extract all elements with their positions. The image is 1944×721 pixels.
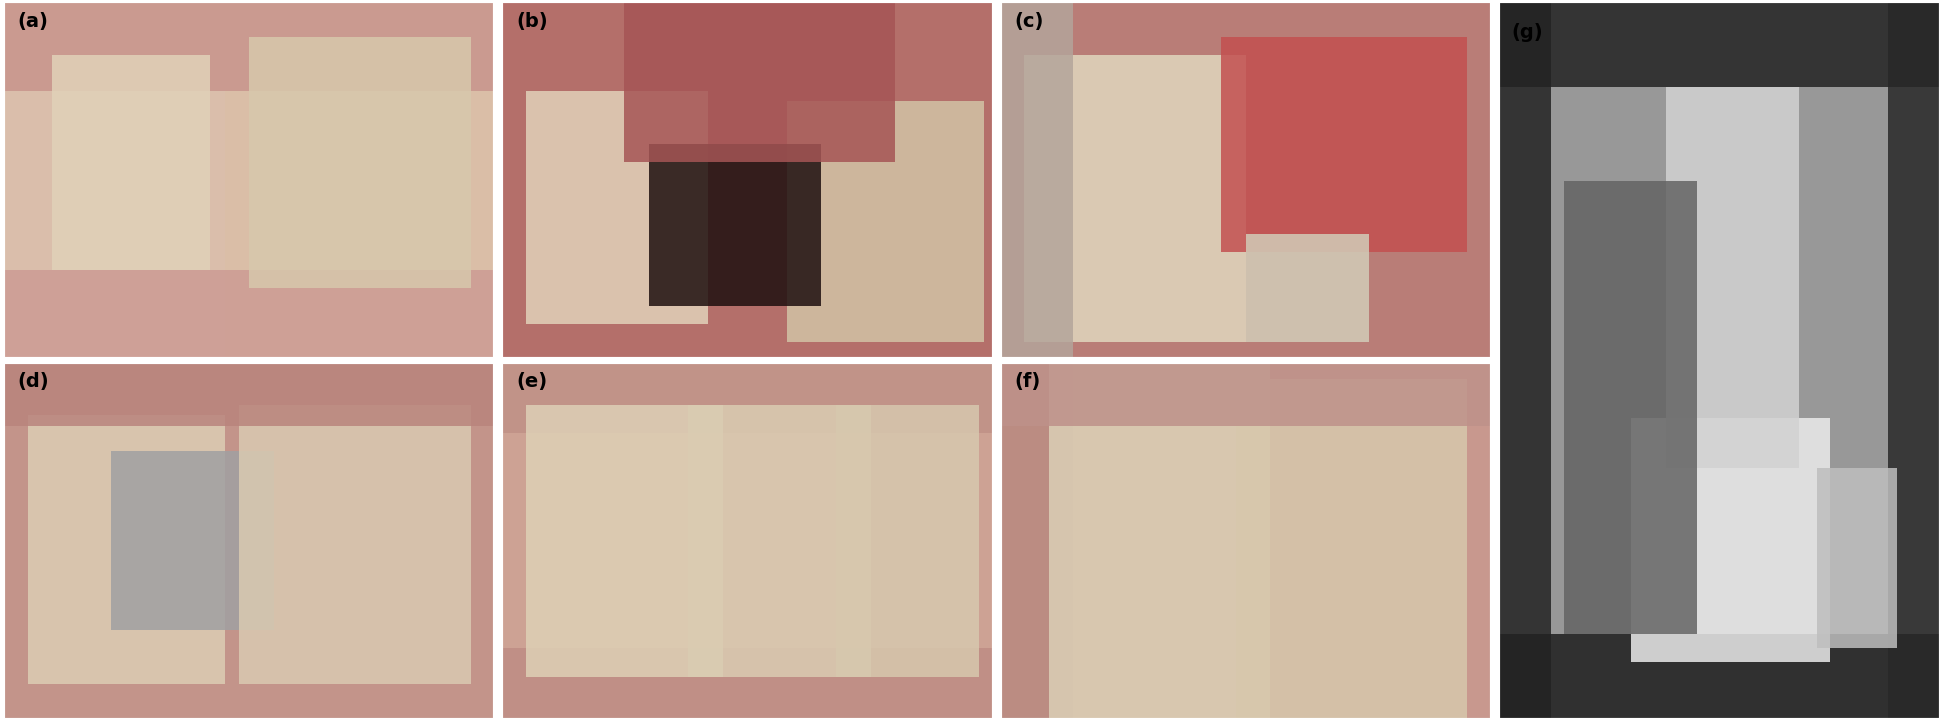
Text: (f): (f)	[1015, 372, 1040, 392]
Bar	[999, 1, 1073, 360]
Bar	[999, 362, 1073, 720]
Bar	[239, 404, 470, 684]
Bar	[688, 404, 871, 677]
Text: (a): (a)	[17, 12, 49, 31]
Bar	[1631, 418, 1829, 663]
Bar	[4, 1, 496, 91]
Bar	[4, 362, 496, 426]
Bar	[1497, 634, 1940, 720]
Bar	[1236, 379, 1468, 720]
Text: (c): (c)	[1015, 12, 1044, 31]
Bar	[226, 1, 496, 360]
Text: (d): (d)	[17, 372, 49, 392]
Bar	[1497, 1, 1551, 720]
Text: (g): (g)	[1510, 22, 1544, 42]
Bar	[27, 415, 226, 684]
Bar	[1666, 87, 1800, 469]
Bar	[502, 362, 993, 433]
Bar	[1246, 234, 1369, 342]
Bar	[52, 55, 210, 270]
Bar	[1497, 1, 1940, 87]
Bar	[249, 37, 470, 288]
Bar	[999, 362, 1493, 426]
Bar	[1024, 55, 1246, 342]
Bar	[502, 648, 993, 720]
Text: (b): (b)	[515, 12, 548, 31]
Text: (e): (e)	[515, 372, 546, 392]
Bar	[1888, 1, 1940, 720]
Bar	[111, 451, 274, 630]
Bar	[4, 270, 496, 360]
Bar	[525, 404, 723, 677]
Bar	[525, 91, 708, 324]
Bar	[787, 102, 984, 342]
Bar	[1818, 469, 1897, 648]
Bar	[1565, 181, 1697, 634]
Bar	[1050, 362, 1271, 720]
Bar	[649, 144, 822, 306]
Bar	[624, 1, 896, 162]
Bar	[1221, 37, 1468, 252]
Bar	[4, 1, 226, 360]
Bar	[836, 404, 980, 677]
